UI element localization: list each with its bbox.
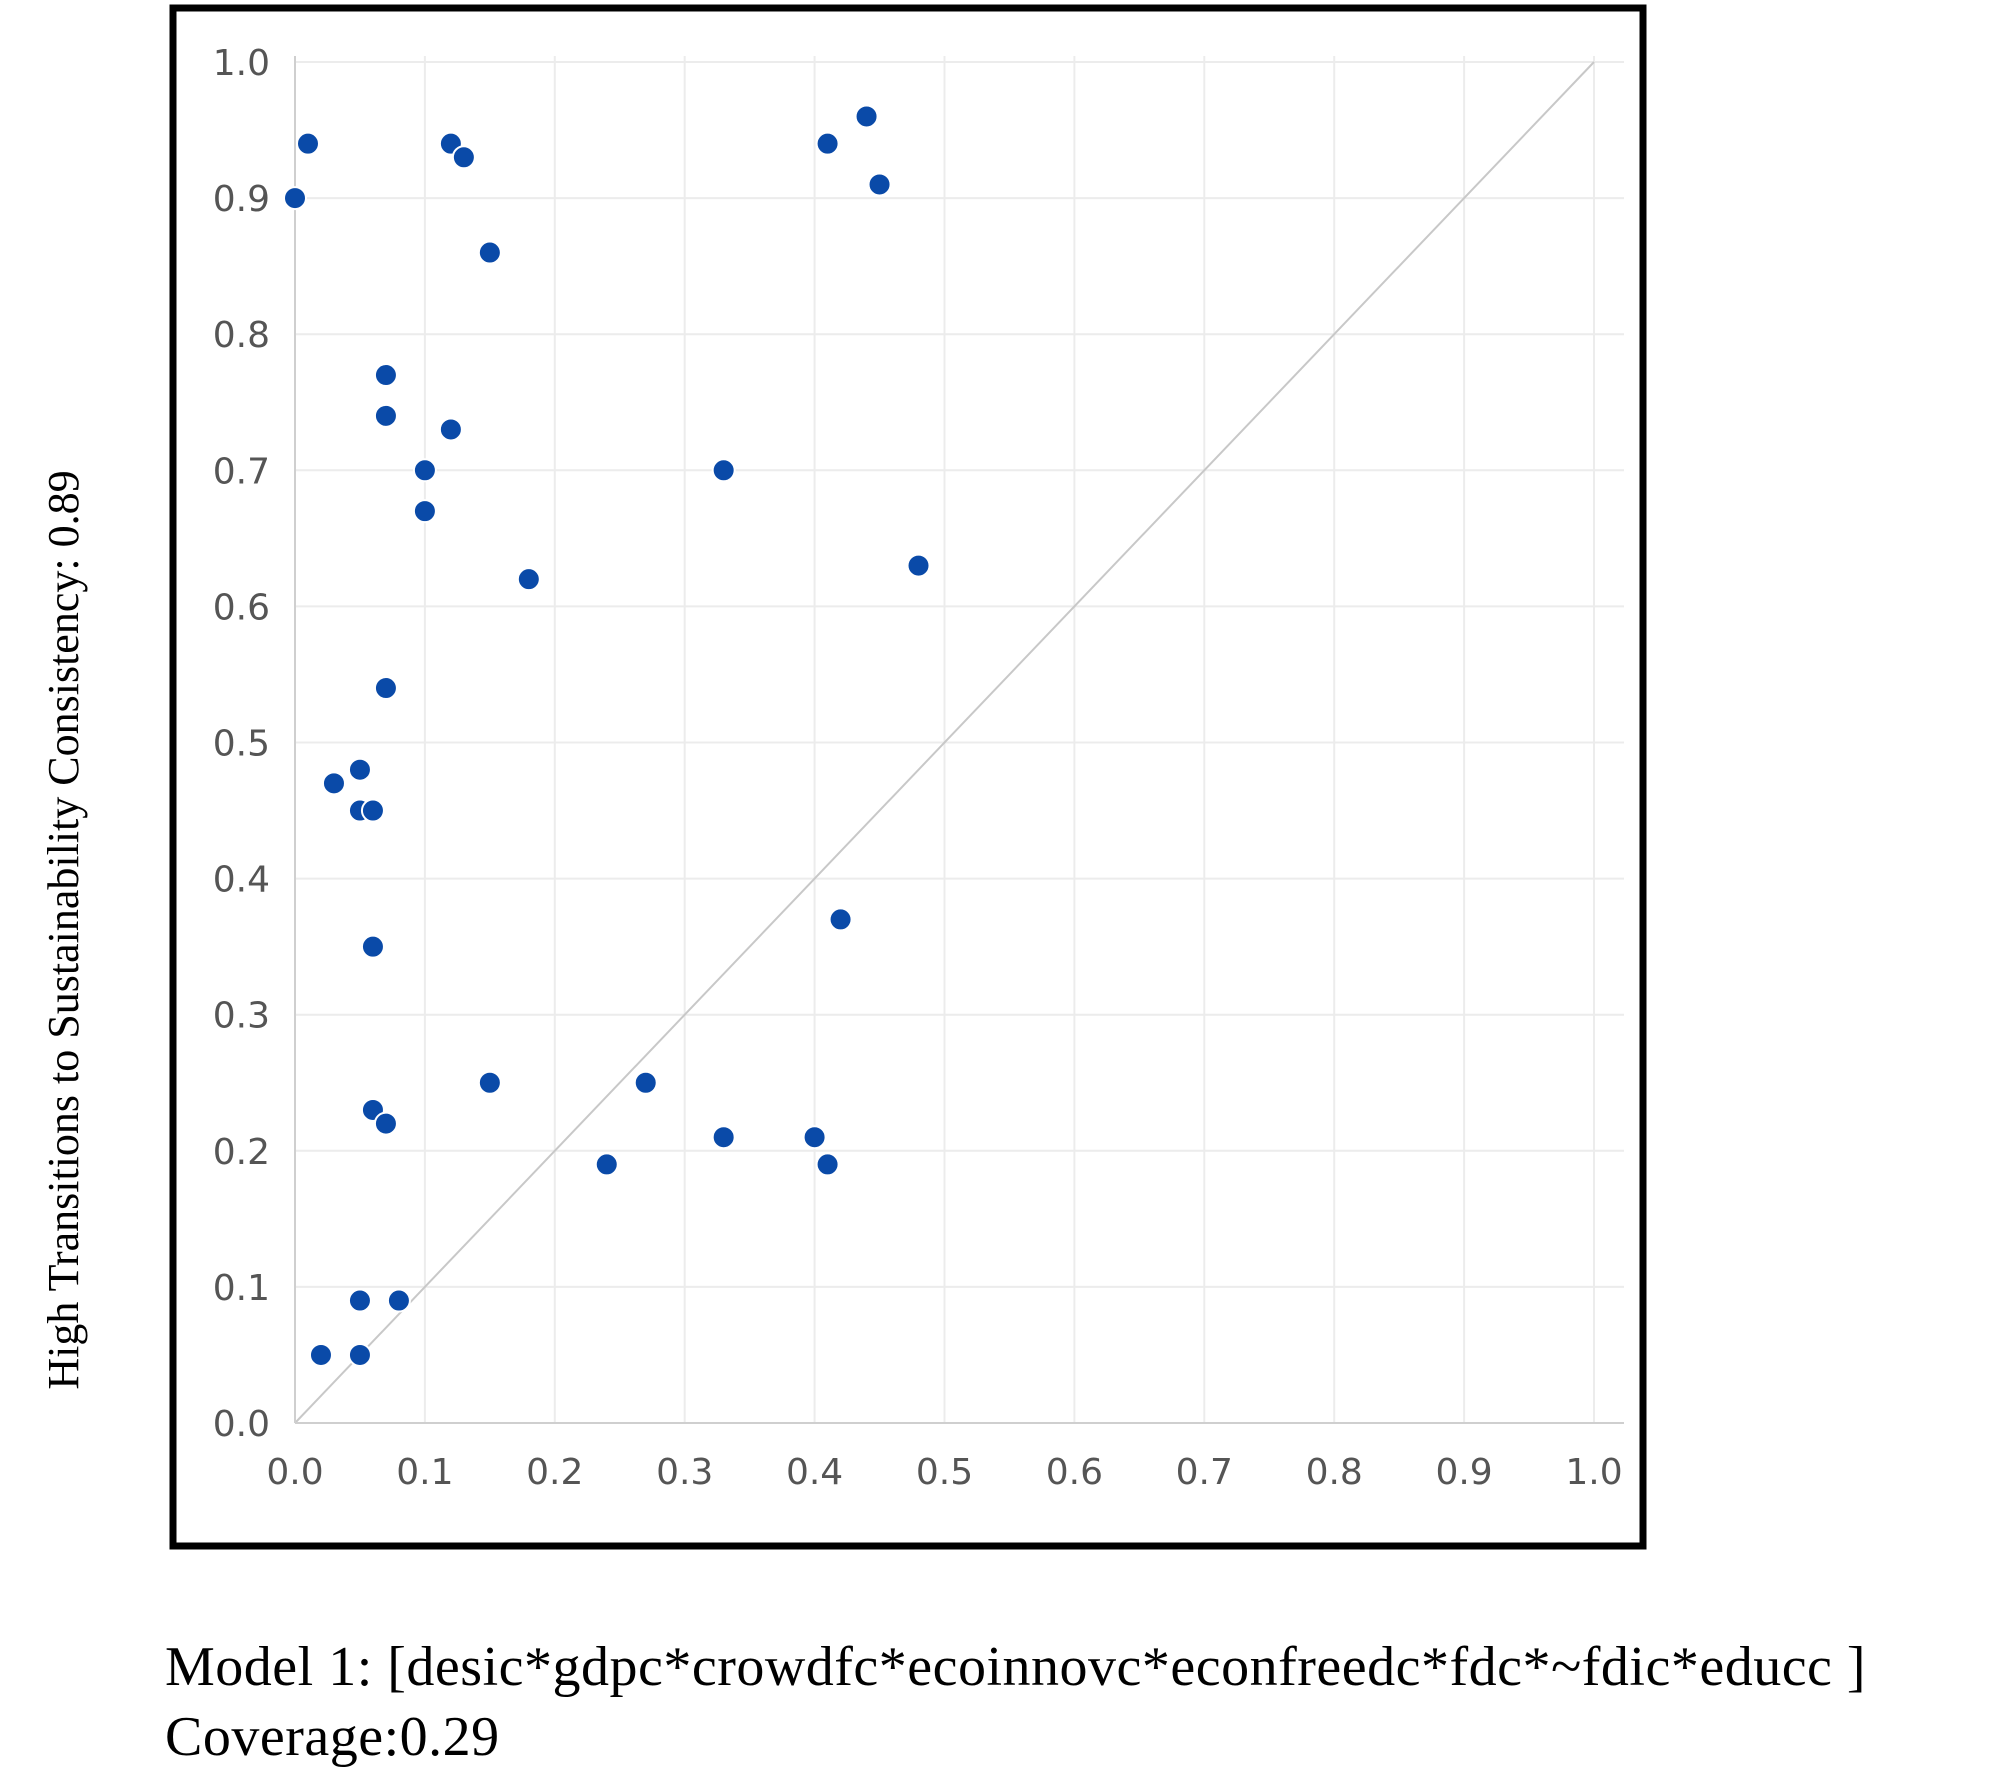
data-point (295, 131, 320, 156)
data-point (373, 363, 398, 388)
y-tick-labels: 0.0 0.1 0.2 0.3 0.4 0.5 0.6 0.7 0.8 0.9 1.0 (213, 43, 270, 1445)
x-tick-label: 0.6 (1046, 1452, 1103, 1493)
y-tick-label: 1.0 (213, 43, 270, 84)
data-point (283, 186, 307, 211)
data-point (347, 757, 372, 782)
data-point (477, 240, 502, 265)
data-point (477, 1070, 502, 1095)
chart-frame (169, 4, 1647, 1550)
x-tick-label: 1.0 (1565, 1452, 1622, 1493)
y-tick-label: 0.1 (213, 1268, 270, 1309)
data-point (594, 1152, 619, 1177)
coverage-caption: Coverage:0.29 (165, 1706, 500, 1768)
x-tick-label: 0.2 (526, 1452, 583, 1493)
x-tick-label: 0.0 (266, 1452, 323, 1493)
data-point (360, 934, 385, 959)
data-point (451, 145, 476, 170)
diagonal-line (294, 61, 1595, 1424)
data-point (386, 1288, 411, 1313)
x-tick-labels: 0.0 0.1 0.2 0.3 0.4 0.5 0.6 0.7 0.8 0.9 1.0 (266, 1452, 1622, 1493)
y-tick-label: 0.3 (213, 996, 270, 1037)
y-tick-label: 0.0 (213, 1404, 270, 1445)
x-tick-label: 0.3 (656, 1452, 713, 1493)
data-point (373, 1111, 398, 1136)
grid-lines (294, 56, 1624, 1424)
y-tick-label: 0.9 (213, 179, 270, 220)
y-tick-label: 0.2 (213, 1132, 270, 1173)
y-tick-label: 0.6 (213, 587, 270, 628)
data-point (802, 1125, 827, 1150)
data-point (308, 1342, 333, 1367)
data-point (373, 403, 398, 428)
data-point (633, 1070, 658, 1095)
data-point (906, 553, 931, 578)
data-point (867, 172, 892, 197)
x-tick-label: 0.1 (396, 1452, 453, 1493)
data-point (711, 1125, 736, 1150)
data-point (347, 1342, 372, 1367)
data-point (516, 567, 541, 592)
data-point (412, 499, 437, 524)
data-point (438, 417, 463, 442)
x-tick-label: 0.4 (786, 1452, 843, 1493)
data-point (854, 104, 879, 129)
data-points (283, 104, 931, 1367)
data-point (321, 771, 346, 796)
data-point (412, 458, 437, 483)
data-point (347, 1288, 372, 1313)
data-point (815, 1152, 840, 1177)
axes (294, 56, 1624, 1424)
data-point (360, 798, 385, 823)
data-point (815, 131, 840, 156)
data-point (711, 458, 736, 483)
y-axis-label: High Transitions to Sustainability Consi… (39, 470, 88, 1389)
y-tick-label: 0.4 (213, 860, 270, 901)
x-tick-label: 0.9 (1435, 1452, 1492, 1493)
data-point (373, 676, 398, 701)
diagonal-reference (294, 61, 1595, 1424)
y-tick-label: 0.5 (213, 724, 270, 765)
data-point (828, 907, 853, 932)
model-caption: Model 1: [desic*gdpc*crowdfc*ecoinnovc*e… (165, 1636, 1867, 1698)
y-tick-label: 0.7 (213, 451, 270, 492)
y-tick-label: 0.8 (213, 315, 270, 356)
x-tick-label: 0.8 (1306, 1452, 1363, 1493)
x-tick-label: 0.7 (1176, 1452, 1233, 1493)
x-tick-label: 0.5 (916, 1452, 973, 1493)
